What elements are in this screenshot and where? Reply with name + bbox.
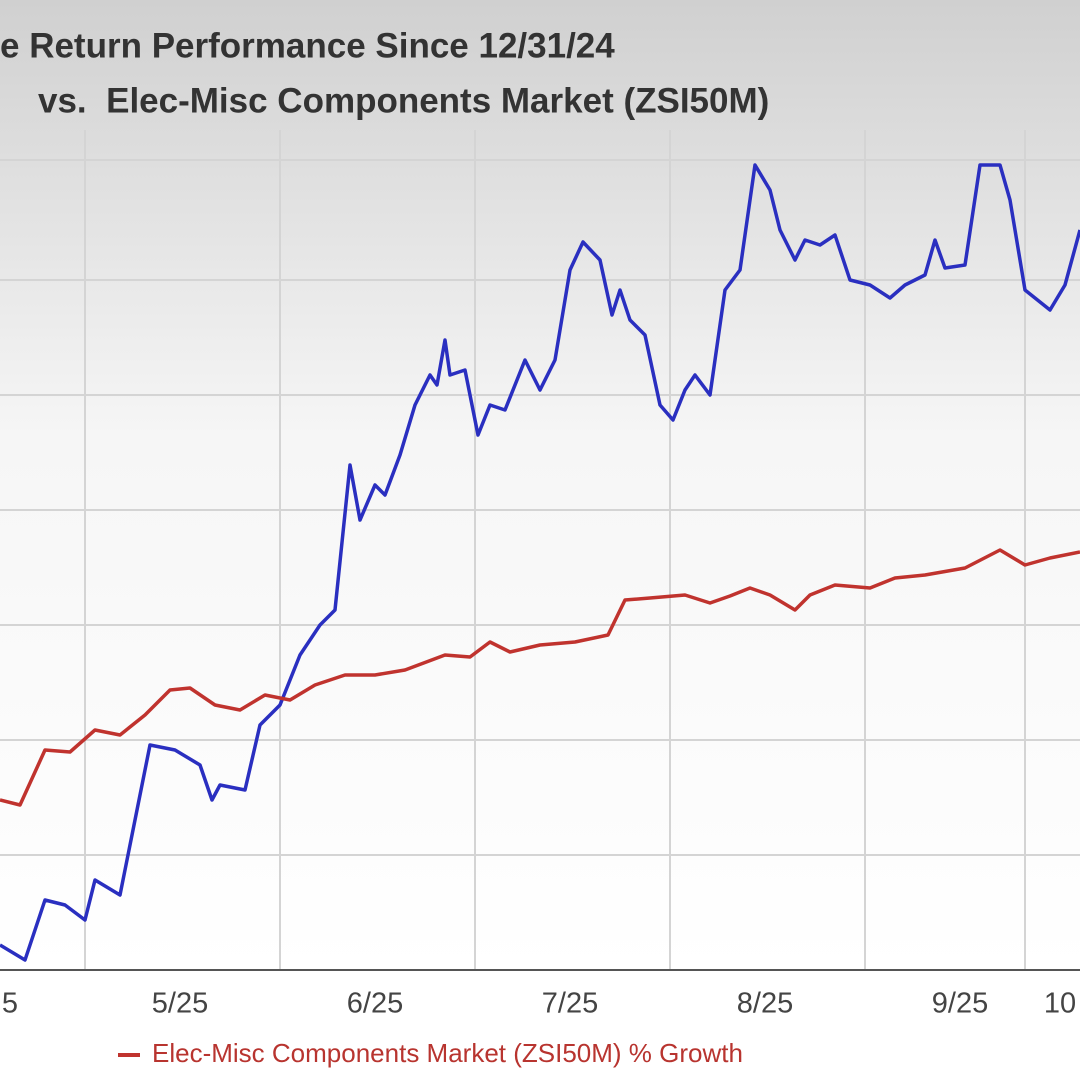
x-tick-label: 6/25 (347, 988, 403, 1020)
grid (0, 130, 1080, 970)
chart-title: vs. Elec-Misc Components Market (ZSI50M) (38, 81, 769, 120)
chart-title: e Return Performance Since 12/31/24 (0, 26, 615, 65)
legend: Elec-Misc Components Market (ZSI50M) % G… (118, 1038, 743, 1068)
x-tick-label: 10 (1044, 988, 1076, 1020)
series-line (0, 548, 1080, 807)
x-tick-label: 5 (2, 988, 18, 1020)
plot-background (0, 0, 1080, 970)
legend-label: Elec-Misc Components Market (ZSI50M) % G… (152, 1038, 743, 1068)
x-tick-label: 8/25 (737, 988, 793, 1020)
series-line (0, 163, 1080, 962)
plot (0, 163, 1080, 962)
x-tick-label: 5/25 (152, 988, 208, 1020)
x-tick-label: 7/25 (542, 988, 598, 1020)
x-axis-labels: 5 5/25 6/25 7/25 8/25 9/25 10 (2, 988, 1076, 1020)
x-tick-label: 9/25 (932, 988, 988, 1020)
